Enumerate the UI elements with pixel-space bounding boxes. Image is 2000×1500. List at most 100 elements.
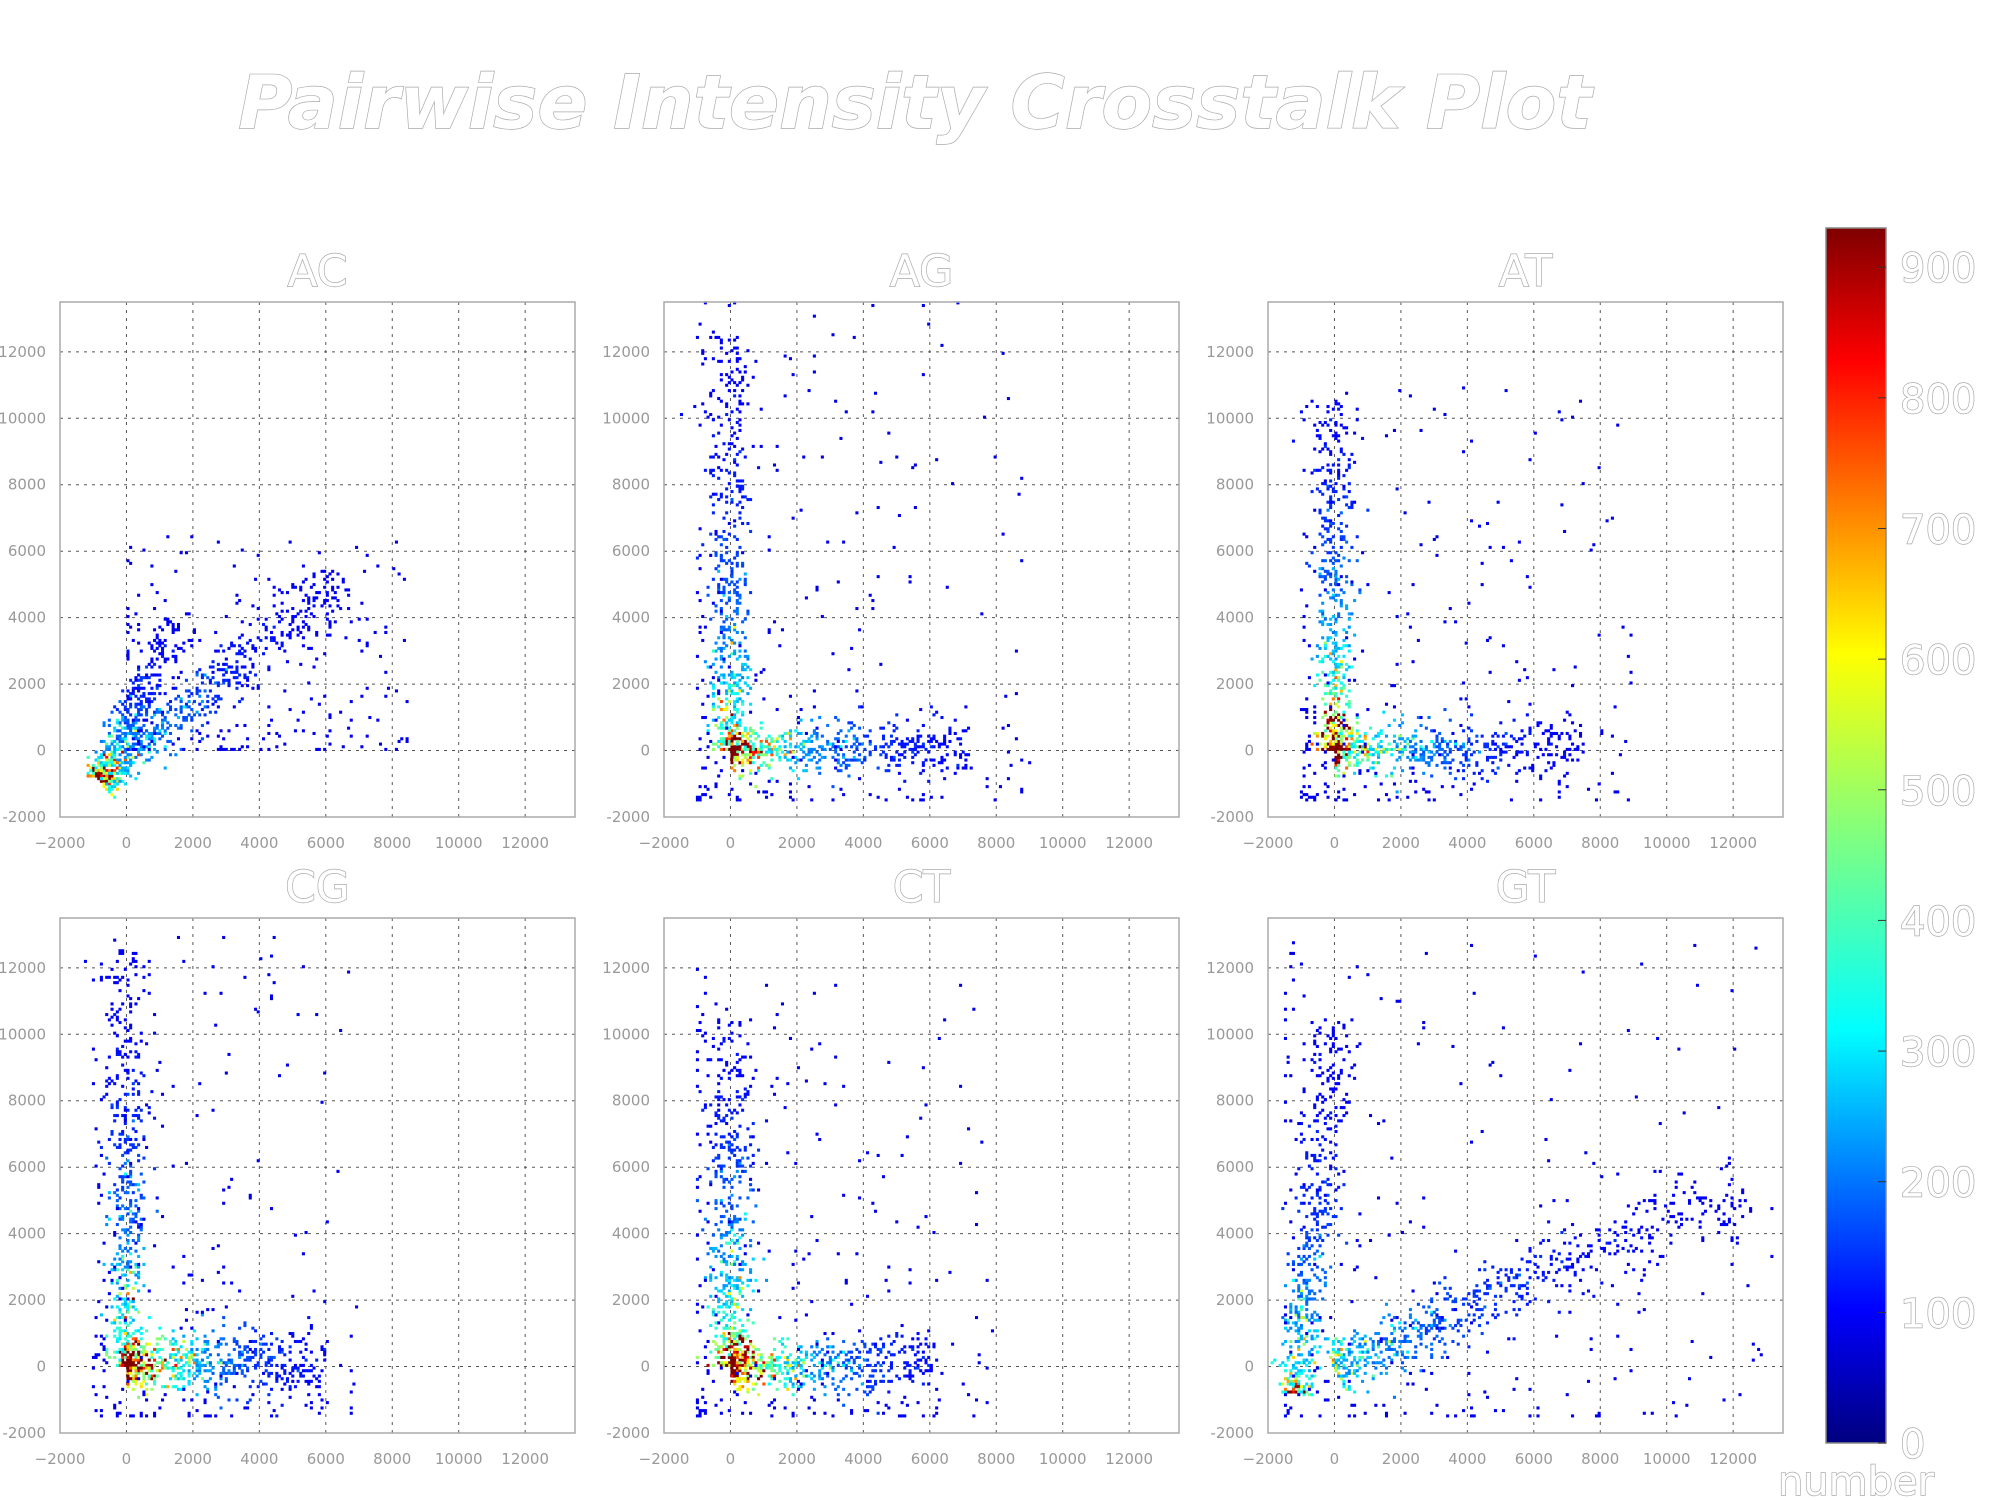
heatmap-cell xyxy=(852,1371,856,1375)
heatmap-cell xyxy=(738,577,742,581)
heatmap-cell xyxy=(86,763,90,767)
heatmap-cell xyxy=(1313,508,1317,512)
heatmap-cell xyxy=(134,755,138,759)
heatmap-cell xyxy=(126,753,130,757)
heatmap-cell xyxy=(328,713,332,717)
heatmap-cell xyxy=(94,1334,98,1338)
heatmap-cell xyxy=(216,649,220,653)
heatmap-cell xyxy=(139,1385,143,1389)
heatmap-cell xyxy=(695,591,699,595)
heatmap-cell xyxy=(269,954,274,958)
heatmap-cell xyxy=(107,1196,111,1200)
heatmap-cell xyxy=(384,625,388,629)
heatmap-cell xyxy=(1353,633,1357,637)
heatmap-cell xyxy=(706,694,710,698)
heatmap-cell xyxy=(1337,458,1341,462)
heatmap-cell xyxy=(243,676,247,680)
heatmap-cell xyxy=(341,580,345,584)
heatmap-cell xyxy=(315,596,319,600)
heatmap-cell xyxy=(137,1262,141,1266)
heatmap-cell xyxy=(812,689,816,693)
heatmap-cell xyxy=(113,1297,117,1301)
heatmap-cell xyxy=(921,303,925,308)
heatmap-cell xyxy=(812,729,816,733)
heatmap-cell xyxy=(99,739,103,743)
heatmap-cell xyxy=(129,1316,133,1320)
panel-at: AT−2000 0 2000 4000 6000 8000 10000 12000-20000… xyxy=(1206,245,1784,852)
heatmap-cell xyxy=(145,697,149,701)
heatmap-cell xyxy=(730,1284,734,1288)
heatmap-cell xyxy=(102,753,106,757)
heatmap-cell xyxy=(1329,726,1333,730)
heatmap-cell xyxy=(735,1366,739,1370)
heatmap-cell xyxy=(115,779,119,783)
heatmap-cell xyxy=(1496,500,1500,504)
heatmap-cell xyxy=(105,1347,109,1351)
heatmap-cell xyxy=(714,1342,718,1346)
heatmap-cell xyxy=(738,761,742,765)
heatmap-cell xyxy=(733,444,737,448)
heatmap-cell xyxy=(727,442,731,446)
heatmap-cell xyxy=(129,962,133,966)
heatmap-cell xyxy=(1321,622,1325,627)
heatmap-cell xyxy=(102,763,106,767)
heatmap-cell xyxy=(733,750,737,754)
heatmap-cell xyxy=(735,561,739,565)
y-tick-label: 8000 xyxy=(1216,476,1254,494)
heatmap-cell xyxy=(919,708,923,712)
heatmap-cell xyxy=(722,1039,726,1043)
heatmap-cell xyxy=(126,1039,130,1043)
heatmap-cell xyxy=(1504,731,1508,735)
heatmap-cell xyxy=(1323,766,1327,770)
heatmap-cell xyxy=(924,747,928,751)
heatmap-cell xyxy=(749,745,753,749)
heatmap-cell xyxy=(746,1345,750,1349)
heatmap-cell xyxy=(1329,747,1333,751)
heatmap-cell xyxy=(1318,532,1322,536)
y-tick-label: 8000 xyxy=(8,1092,46,1110)
heatmap-cell xyxy=(235,1371,239,1375)
heatmap-cell xyxy=(1626,654,1630,658)
heatmap-cell xyxy=(738,678,742,682)
heatmap-cell xyxy=(1557,790,1561,794)
heatmap-cell xyxy=(121,1228,125,1232)
heatmap-cell xyxy=(754,359,758,363)
heatmap-cell xyxy=(812,705,816,709)
heatmap-cell xyxy=(174,1358,178,1362)
heatmap-cell xyxy=(1342,591,1346,595)
heatmap-cell xyxy=(1345,798,1349,802)
heatmap-cell xyxy=(727,1337,731,1341)
heatmap-cell xyxy=(1528,729,1532,733)
heatmap-cell xyxy=(206,700,210,704)
heatmap-cell xyxy=(730,739,734,743)
heatmap-cell xyxy=(131,1331,135,1336)
heatmap-cell xyxy=(155,1374,159,1378)
heatmap-cell xyxy=(727,1071,731,1075)
heatmap-cell xyxy=(99,1145,103,1149)
heatmap-cell xyxy=(150,731,154,735)
heatmap-cell xyxy=(730,1116,734,1120)
heatmap-cell xyxy=(115,1199,119,1203)
heatmap-cell xyxy=(190,1355,194,1359)
heatmap-cell xyxy=(1557,734,1561,738)
heatmap-cell xyxy=(1323,516,1327,520)
heatmap-cell xyxy=(269,1331,274,1336)
heatmap-cell xyxy=(964,763,968,767)
heatmap-cell xyxy=(155,1347,159,1351)
heatmap-cell xyxy=(137,739,141,743)
heatmap-cell xyxy=(1430,729,1434,733)
heatmap-cell xyxy=(325,1401,329,1405)
heatmap-cell xyxy=(134,1220,138,1224)
heatmap-cell xyxy=(725,405,729,409)
heatmap-cell xyxy=(1565,710,1569,714)
heatmap-cell xyxy=(1387,591,1391,595)
heatmap-cell xyxy=(105,747,109,751)
heatmap-cell xyxy=(211,1246,215,1250)
heatmap-cell xyxy=(166,1366,170,1370)
heatmap-cell xyxy=(121,761,125,765)
heatmap-cell xyxy=(998,785,1002,789)
heatmap-cell xyxy=(211,670,215,674)
heatmap-cell xyxy=(741,747,745,751)
heatmap-cell xyxy=(222,678,226,682)
heatmap-cell xyxy=(166,721,170,725)
